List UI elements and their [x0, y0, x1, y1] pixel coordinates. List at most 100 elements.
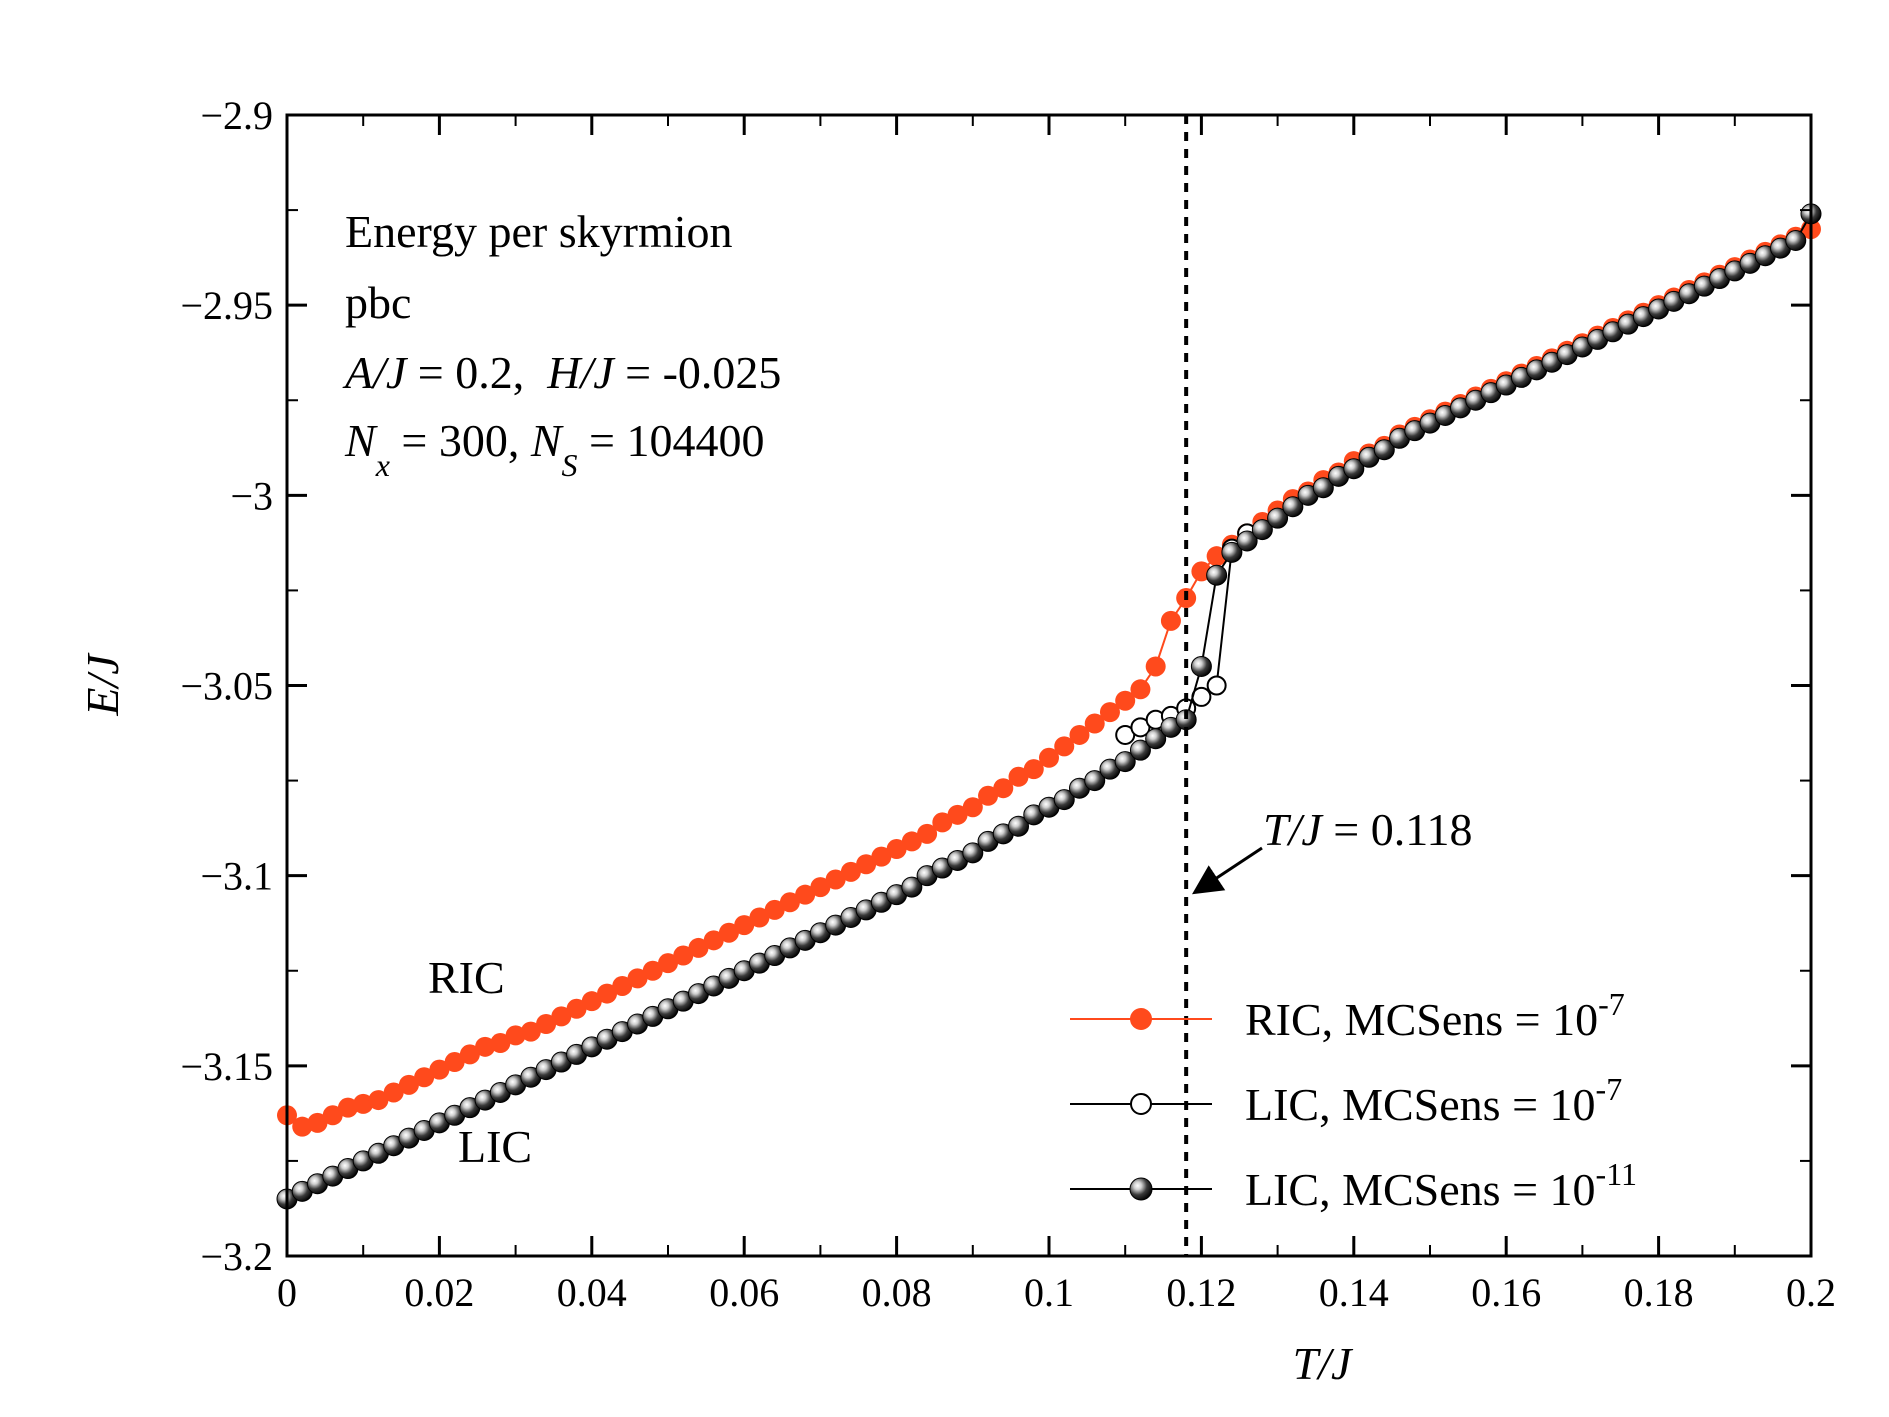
- data-point: [1114, 751, 1136, 773]
- data-point: [1312, 477, 1334, 499]
- x-tick-label: 0.04: [557, 1270, 627, 1315]
- x-tick-label: 0.1: [1024, 1270, 1074, 1315]
- data-point: [1130, 679, 1151, 700]
- series-2: [276, 203, 1822, 1210]
- data-point: [307, 1112, 328, 1133]
- param-a-value: = 0.2,: [406, 347, 547, 398]
- data-point: [1373, 439, 1395, 461]
- data-point: [703, 930, 724, 951]
- ns-symbol: N: [530, 415, 564, 466]
- data-point: [1054, 736, 1075, 757]
- nx-subscript: x: [375, 447, 390, 483]
- data-point: [718, 922, 739, 943]
- legend-label-lic-sphere-exp: -11: [1596, 1156, 1637, 1192]
- x-axis-label: T/J: [1293, 1338, 1354, 1389]
- data-point: [1145, 728, 1167, 750]
- data-point: [901, 831, 922, 852]
- x-tick-label: 0.18: [1624, 1270, 1694, 1315]
- data-point: [1039, 747, 1059, 768]
- data-point: [840, 861, 861, 882]
- data-point: [1099, 702, 1120, 723]
- legend-label-lic-open-base: LIC, MCSens = 10: [1245, 1079, 1596, 1130]
- data-point: [1343, 458, 1365, 480]
- data-point: [978, 785, 999, 806]
- transition-annotation: T/J = 0.118: [1263, 804, 1473, 855]
- data-point: [292, 1116, 313, 1137]
- nx-symbol: N: [344, 415, 378, 466]
- info-line-sizes: Nx = 300, NS = 104400: [344, 415, 764, 483]
- data-point: [1206, 675, 1227, 696]
- data-point: [414, 1067, 435, 1088]
- data-point: [1008, 815, 1030, 837]
- y-tick-label: −3: [230, 473, 273, 518]
- data-point: [947, 804, 968, 825]
- lic-curve-label: LIC: [458, 1121, 532, 1172]
- legend-marker-lic-open: [1130, 1093, 1152, 1115]
- data-point: [962, 797, 983, 818]
- data-point: [932, 812, 953, 833]
- data-point: [825, 869, 846, 890]
- legend-label-lic-sphere: LIC, MCSens = 10-11: [1245, 1156, 1637, 1215]
- data-point: [353, 1093, 374, 1114]
- data-point: [1206, 564, 1228, 586]
- legend-entry-ric-1e-7: RIC, MCSens = 10-7: [1070, 986, 1625, 1045]
- data-point: [1282, 496, 1304, 518]
- data-point: [901, 876, 923, 898]
- data-point: [1267, 507, 1289, 529]
- data-point: [368, 1090, 389, 1111]
- x-tick-label: 0.02: [404, 1270, 474, 1315]
- y-tick-label: −2.9: [200, 93, 273, 138]
- data-point: [886, 839, 907, 860]
- data-point: [1160, 610, 1181, 631]
- data-point: [749, 907, 770, 928]
- data-point: [536, 1013, 557, 1034]
- legend-label-lic-sphere-base: LIC, MCSens = 10: [1245, 1164, 1596, 1215]
- legend-label-ric: RIC, MCSens = 10-7: [1245, 986, 1625, 1045]
- param-h-symbol: H/J: [546, 347, 616, 398]
- x-tick-label: 0.16: [1471, 1270, 1541, 1315]
- data-point: [688, 937, 709, 958]
- ric-curve-label: RIC: [428, 952, 505, 1003]
- info-block: Energy per skyrmion pbc A/J = 0.2, H/J =…: [342, 206, 781, 483]
- ns-value: = 104400: [578, 415, 765, 466]
- data-point: [962, 842, 984, 864]
- legend: RIC, MCSens = 10-7 LIC, MCSens = 10-7 LI…: [1070, 986, 1637, 1215]
- data-point: [1145, 656, 1166, 677]
- data-point: [337, 1097, 358, 1118]
- legend-label-ric-base: RIC, MCSens = 10: [1245, 994, 1598, 1045]
- series-layer: [276, 203, 1822, 1210]
- data-point: [1236, 530, 1258, 552]
- legend-label-lic-open-exp: -7: [1596, 1071, 1623, 1107]
- ns-subscript: S: [562, 447, 578, 483]
- data-point: [444, 1052, 465, 1073]
- data-point: [871, 846, 892, 867]
- x-tick-label: 0.2: [1786, 1270, 1836, 1315]
- data-point: [1008, 766, 1029, 787]
- transition-symbol: T/J: [1263, 804, 1324, 855]
- data-point: [1069, 724, 1090, 745]
- data-point: [1221, 541, 1243, 563]
- data-point: [581, 991, 602, 1012]
- y-tick-label: −3.15: [180, 1044, 273, 1089]
- data-point: [1053, 789, 1075, 811]
- data-point: [1115, 690, 1136, 711]
- data-point: [795, 884, 816, 905]
- data-point: [1251, 519, 1273, 541]
- data-point: [764, 899, 785, 920]
- data-point: [398, 1074, 419, 1095]
- data-point: [520, 1021, 541, 1042]
- data-point: [856, 854, 877, 875]
- y-tick-label: −3.05: [180, 664, 273, 709]
- data-point: [810, 877, 831, 898]
- data-point: [597, 983, 618, 1004]
- legend-label-lic-open: LIC, MCSens = 10-7: [1245, 1071, 1622, 1130]
- x-tick-label: 0: [277, 1270, 297, 1315]
- nx-value: = 300,: [390, 415, 531, 466]
- info-line-params: A/J = 0.2, H/J = -0.025: [342, 347, 781, 398]
- data-point: [490, 1033, 511, 1054]
- data-point: [917, 823, 938, 844]
- data-point: [1023, 759, 1044, 780]
- data-point: [429, 1059, 450, 1080]
- data-point: [734, 915, 755, 936]
